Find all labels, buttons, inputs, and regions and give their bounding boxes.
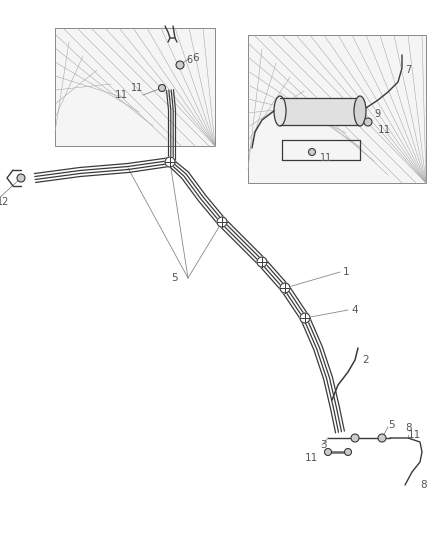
Text: 11: 11 — [378, 125, 391, 135]
Text: 12: 12 — [0, 197, 9, 207]
Text: 7: 7 — [405, 65, 411, 75]
Circle shape — [280, 283, 290, 293]
Ellipse shape — [274, 96, 286, 126]
Circle shape — [308, 149, 315, 156]
Circle shape — [165, 157, 175, 167]
Bar — [55, 28, 215, 146]
Text: 3: 3 — [320, 440, 327, 450]
Text: 5: 5 — [388, 420, 395, 430]
Bar — [248, 35, 426, 183]
Text: 11: 11 — [115, 90, 128, 100]
Text: 11: 11 — [131, 83, 143, 93]
Text: 8: 8 — [405, 423, 412, 433]
Circle shape — [345, 448, 352, 456]
Circle shape — [325, 448, 332, 456]
Text: 4: 4 — [351, 305, 357, 315]
Text: 6: 6 — [192, 53, 198, 63]
Circle shape — [176, 61, 184, 69]
Text: 6: 6 — [186, 55, 192, 65]
Text: 11: 11 — [408, 430, 421, 440]
Text: 9: 9 — [374, 109, 380, 119]
Circle shape — [17, 174, 25, 182]
Text: 11: 11 — [305, 453, 318, 463]
Polygon shape — [280, 98, 360, 125]
Text: 1: 1 — [343, 267, 350, 277]
Text: 11: 11 — [320, 153, 332, 163]
Ellipse shape — [354, 96, 366, 126]
Circle shape — [217, 217, 227, 227]
Text: 8: 8 — [420, 480, 427, 490]
Circle shape — [378, 434, 386, 442]
Circle shape — [257, 257, 267, 267]
Text: 2: 2 — [362, 355, 369, 365]
Circle shape — [364, 118, 372, 126]
Circle shape — [351, 434, 359, 442]
Circle shape — [159, 85, 166, 92]
Text: 5: 5 — [171, 273, 178, 283]
Circle shape — [300, 313, 310, 323]
